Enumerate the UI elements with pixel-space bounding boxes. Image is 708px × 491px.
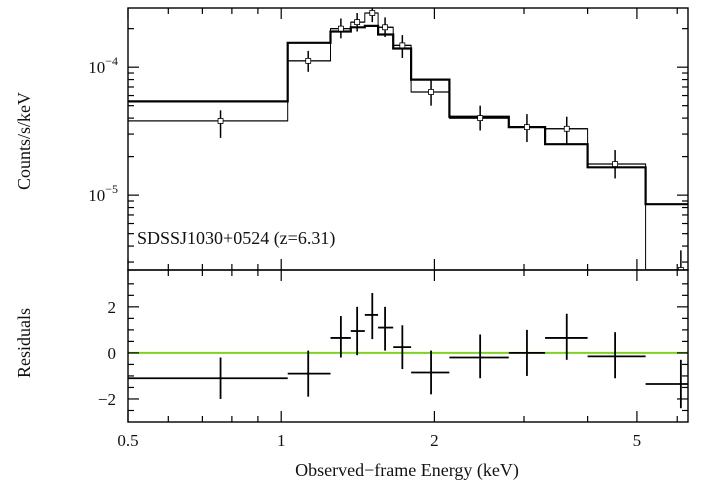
tick-exponent: −4 bbox=[105, 54, 118, 68]
resid-y-tick-label: −2 bbox=[98, 390, 116, 409]
residual-point bbox=[364, 293, 379, 340]
x-tick-label: 2 bbox=[430, 431, 439, 450]
point-marker bbox=[477, 115, 484, 121]
point-marker bbox=[337, 25, 344, 32]
residual-point bbox=[330, 316, 351, 358]
axis-ticks bbox=[127, 8, 688, 422]
x-tick-label: 5 bbox=[633, 431, 642, 450]
residual-point bbox=[411, 350, 450, 395]
point-marker bbox=[428, 89, 434, 95]
bottom-panel-frame bbox=[127, 269, 689, 423]
data-point bbox=[449, 105, 509, 131]
top-y-tick-label: 10−5 bbox=[88, 182, 118, 205]
bottom-y-axis-label: Residuals bbox=[14, 308, 34, 378]
point-marker bbox=[305, 57, 312, 64]
data-point bbox=[411, 79, 450, 106]
data-point bbox=[128, 110, 288, 138]
data-point bbox=[587, 150, 646, 179]
data-point bbox=[287, 50, 331, 72]
residual-point bbox=[508, 329, 546, 376]
data-point bbox=[645, 250, 688, 270]
x-tick-label: 0.5 bbox=[117, 431, 138, 450]
data-point bbox=[508, 114, 546, 143]
panel-frames bbox=[127, 7, 689, 423]
point-marker bbox=[677, 267, 684, 270]
x-axis-label: Observed−frame Energy (keV) bbox=[295, 460, 519, 481]
residual-point bbox=[645, 359, 688, 409]
point-marker bbox=[369, 10, 376, 16]
data-point bbox=[378, 17, 394, 38]
resid-y-tick-label: 0 bbox=[108, 344, 117, 363]
point-marker bbox=[217, 118, 224, 124]
residual-point bbox=[378, 306, 394, 351]
top-y-tick-label: 10−4 bbox=[88, 54, 118, 77]
resid-y-tick-label: 2 bbox=[108, 298, 117, 317]
data-point bbox=[350, 13, 365, 32]
residual-point bbox=[587, 332, 646, 379]
tick-labels: 0.5 1 2 5 10−4 10−5 2 0 −2 bbox=[88, 54, 641, 450]
source-annotation: SDSSJ1030+0524 (z=6.31) bbox=[137, 228, 335, 249]
point-marker bbox=[382, 24, 388, 31]
data-point bbox=[364, 8, 379, 23]
data-point bbox=[330, 18, 351, 39]
model-histogram bbox=[128, 24, 688, 206]
tick-exponent: −5 bbox=[105, 182, 118, 196]
top-panel-data bbox=[128, 8, 688, 270]
point-marker bbox=[524, 124, 530, 131]
residual-point bbox=[393, 325, 412, 370]
residual-point bbox=[287, 350, 331, 397]
residual-point bbox=[545, 313, 588, 360]
point-marker bbox=[354, 19, 361, 26]
top-y-axis-label: Counts/s/keV bbox=[14, 92, 34, 190]
x-tick-label: 1 bbox=[277, 431, 286, 450]
bottom-panel-data bbox=[128, 293, 688, 409]
residual-point bbox=[128, 357, 288, 399]
residual-point bbox=[449, 334, 509, 379]
point-marker bbox=[612, 161, 619, 167]
data-point bbox=[393, 35, 412, 58]
data-point bbox=[545, 116, 588, 145]
point-marker bbox=[399, 42, 406, 49]
point-marker bbox=[563, 125, 570, 132]
residual-point bbox=[350, 306, 365, 356]
